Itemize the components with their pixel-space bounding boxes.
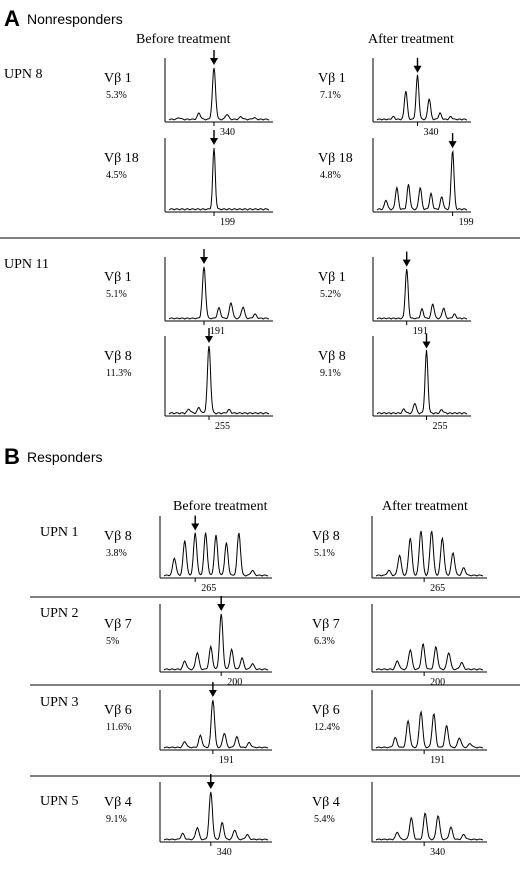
percentage-label: 7.1% [320,90,341,101]
vbeta-label: Vβ 7 [104,617,132,632]
x-tick-label: 199 [459,217,474,228]
percentage-label: 11.6% [106,722,131,733]
vbeta-label: Vβ 18 [318,151,353,166]
x-tick-label: 340 [217,847,232,858]
panel-a-letter: A [4,6,20,31]
arrow-head [217,604,226,611]
patient-label: UPN 5 [40,794,79,809]
spectratype-profile-line [375,530,484,577]
x-tick-label: 191 [430,755,445,766]
percentage-label: 4.5% [106,170,127,181]
panel-b-title: Responders [27,449,103,465]
vbeta-label: Vβ 6 [312,703,340,718]
percentage-label: 5% [106,636,119,647]
patient-label: UPN 8 [4,67,43,82]
percentage-label: 12.4% [314,722,340,733]
x-tick-label: 199 [220,217,235,228]
percentage-label: 4.8% [320,170,341,181]
vbeta-label: Vβ 6 [104,703,132,718]
x-tick-label: 191 [413,326,428,337]
spectratype-profile-line [376,350,468,415]
arrow-head [413,65,422,73]
vbeta-label: Vβ 1 [318,71,346,86]
percentage-label: 5.2% [320,289,341,300]
panel-a-col-after: After treatment [368,32,454,47]
panel-a-title: Nonresponders [27,11,123,27]
panel-b-letter: B [4,444,20,469]
arrow-head [402,259,411,267]
vbeta-label: Vβ 8 [104,349,132,364]
arrow-head [208,690,217,697]
spectratype-profile-line [375,812,484,841]
percentage-label: 9.1% [106,814,127,825]
panel-a-col-before: Before treatment [136,32,231,47]
spectratype-profile-line [168,345,270,415]
percentage-label: 5.1% [314,548,335,559]
percentage-label: 3.8% [106,548,127,559]
patient-label: UPN 11 [4,257,49,272]
panel-b-col-before: Before treatment [173,499,268,514]
figure-headers: A Nonresponders Before treatment After t… [4,6,468,514]
x-tick-label: 200 [430,677,445,688]
x-tick-label: 340 [424,127,439,138]
vbeta-label: Vβ 4 [312,795,340,810]
spectratype-profile-line [375,643,484,671]
x-tick-label: 255 [215,421,230,432]
spectratype-profile-line [375,710,484,749]
arrow-head [210,58,218,65]
vbeta-label: Vβ 8 [318,349,346,364]
arrow-head [422,341,431,349]
patient-label: UPN 3 [40,695,79,710]
vbeta-label: Vβ 7 [312,617,340,632]
x-tick-label: 340 [220,127,235,138]
spectratype-profile-line [376,74,468,121]
x-tick-label: 255 [433,421,448,432]
patient-label: UPN 1 [40,525,79,540]
arrow-head [206,782,215,789]
arrow-head [191,523,200,531]
x-tick-label: 340 [430,847,445,858]
spectratype-profile-line [376,149,468,211]
patient-label: UPN 2 [40,606,79,621]
percentage-label: 9.1% [320,368,341,379]
vbeta-label: Vβ 1 [104,71,132,86]
percentage-label: 11.3% [106,368,131,379]
spectratype-profile-line [168,266,270,320]
x-tick-label: 191 [219,755,234,766]
x-tick-label: 191 [210,326,225,337]
vbeta-label: Vβ 8 [312,529,340,544]
spectratype-profile-line [163,613,269,671]
spectratype-profile-line [168,147,270,211]
x-tick-label: 200 [227,677,242,688]
chart-marks: UPN 8 Vβ 1 5.3% 340 Vβ 1 7.1% 340 Vβ 18 4.5% 199 V… [0,50,520,858]
vbeta-label: Vβ 18 [104,151,139,166]
vbeta-label: Vβ 1 [104,270,132,285]
spectratype-profile-line [163,700,269,749]
spectratype-profile-line [163,791,269,841]
percentage-label: 5.1% [106,289,127,300]
vbeta-label: Vβ 8 [104,529,132,544]
spectratype-profile-line [168,67,270,121]
x-tick-label: 265 [430,583,445,594]
vbeta-label: Vβ 1 [318,270,346,285]
arrow-head [200,257,208,264]
panel-b-col-after: After treatment [382,499,468,514]
percentage-label: 6.3% [314,636,335,647]
percentage-label: 5.3% [106,90,127,101]
x-tick-label: 265 [201,583,216,594]
vbeta-label: Vβ 4 [104,795,132,810]
arrow-head [205,336,213,343]
percentage-label: 5.4% [314,814,335,825]
spectratype-profile-line [163,532,269,577]
arrow-head [448,141,457,149]
arrow-head [210,138,218,145]
spectratype-profile-line [376,268,468,320]
